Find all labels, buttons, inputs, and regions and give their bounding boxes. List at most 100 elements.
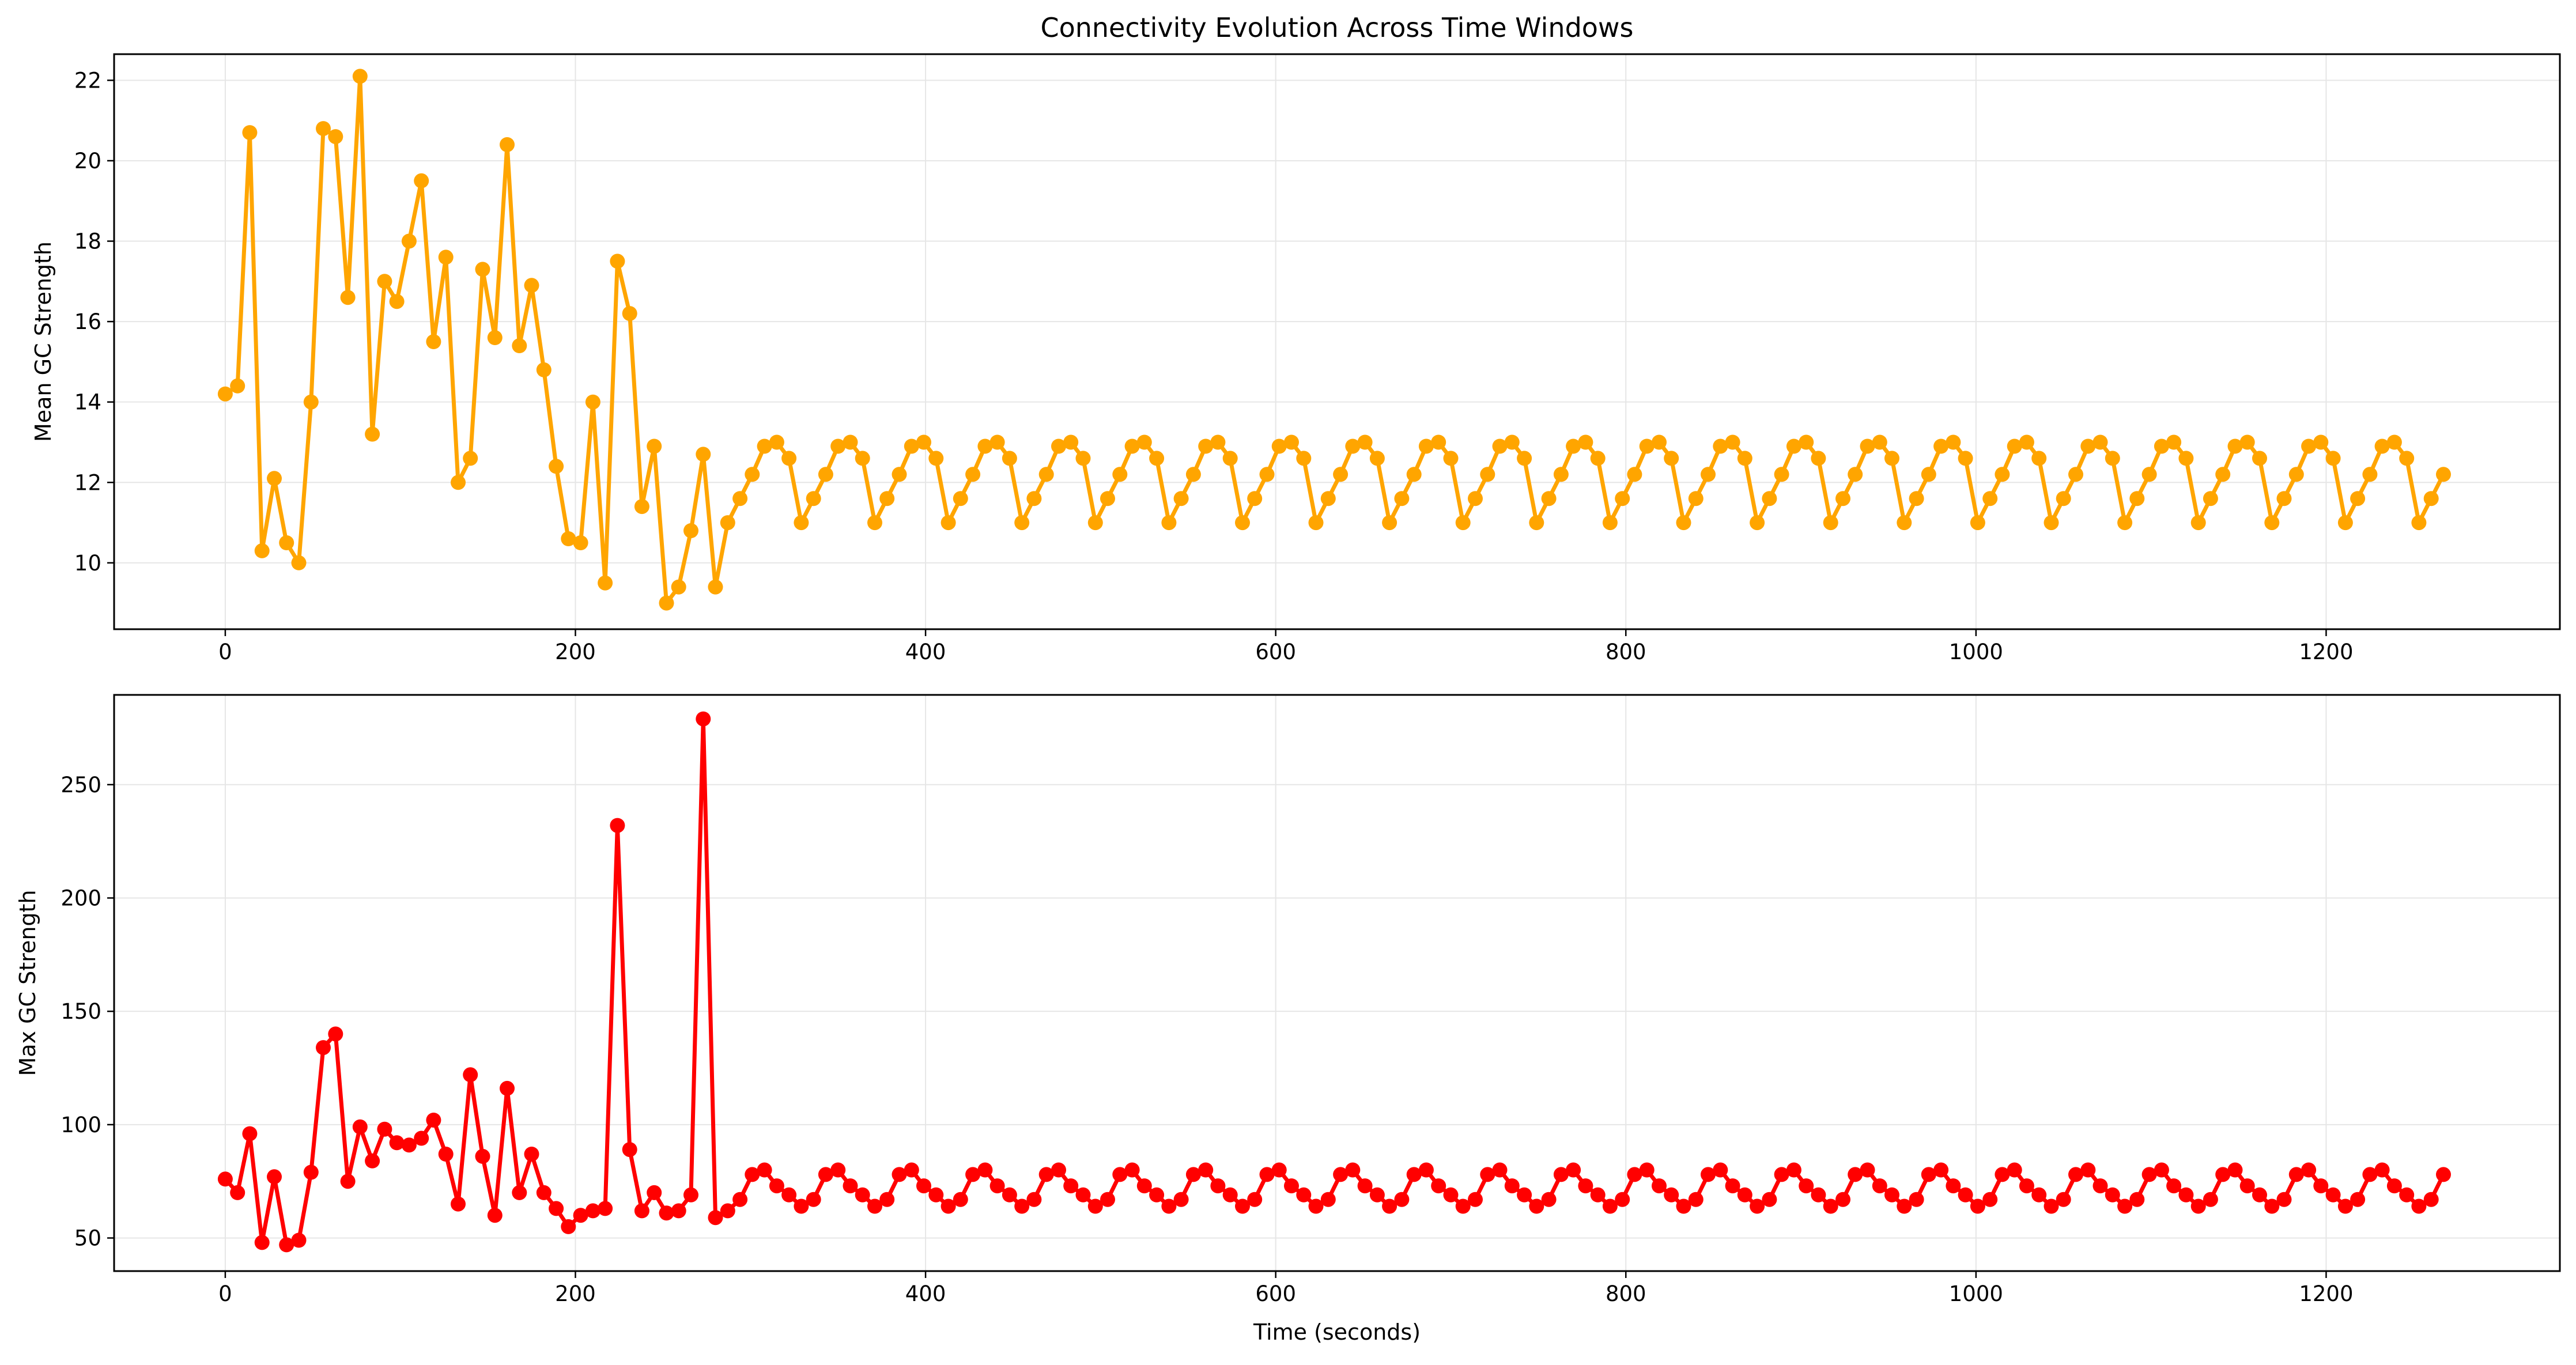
max-data-point [2044, 1198, 2059, 1214]
mean-data-point [1382, 515, 1397, 531]
mean-data-point [1271, 438, 1287, 454]
mean-data-point [573, 535, 588, 550]
mean-data-point [2350, 491, 2366, 506]
mean-y-tick-label: 14 [74, 390, 101, 415]
max-data-point [1799, 1178, 1814, 1194]
max-y-tick-label: 250 [61, 773, 101, 797]
max-data-point [683, 1187, 698, 1203]
mean-data-point [328, 129, 343, 145]
mean-data-point [1688, 491, 1704, 506]
max-data-point [1284, 1178, 1299, 1194]
max-data-point [1443, 1187, 1459, 1203]
mean-data-point [2068, 467, 2083, 482]
mean-data-point [598, 575, 613, 591]
mean-grid [114, 54, 2560, 629]
max-data-point [230, 1185, 245, 1200]
mean-data-point [2411, 515, 2427, 531]
max-data-point [389, 1135, 405, 1151]
max-data-point [1480, 1167, 1495, 1182]
mean-data-point [1247, 491, 1263, 506]
mean-data-point [2154, 438, 2169, 454]
mean-x-tick-label: 1000 [1949, 640, 2003, 664]
mean-data-point [1860, 438, 1875, 454]
mean-data-point [867, 515, 882, 531]
max-data-point [2386, 1178, 2402, 1194]
mean-data-point [1038, 467, 1054, 482]
max-data-point [1946, 1178, 1961, 1194]
max-data-point [1038, 1167, 1054, 1182]
max-y-axis-label: Max GC Strength [15, 890, 40, 1076]
mean-data-point [352, 69, 368, 84]
mean-data-point [2031, 451, 2047, 466]
mean-data-point [1701, 467, 1716, 482]
max-data-point [904, 1162, 919, 1178]
max-data-point [1492, 1162, 1508, 1178]
mean-data-point [1897, 515, 1912, 531]
mean-data-point [1333, 467, 1349, 482]
max-data-point [1529, 1198, 1544, 1214]
max-data-point [2178, 1187, 2194, 1203]
max-data-point [1713, 1162, 1728, 1178]
max-data-point [1701, 1167, 1716, 1182]
mean-data-point [1725, 434, 1740, 450]
max-data-point [2007, 1162, 2022, 1178]
max-data-point [1995, 1167, 2010, 1182]
max-data-point [561, 1219, 576, 1234]
mean-data-point [365, 426, 380, 442]
max-data-point [549, 1201, 564, 1216]
max-data-point [732, 1192, 748, 1207]
mean-data-point [1259, 467, 1275, 482]
max-data-point [303, 1164, 319, 1180]
mean-data-point [1492, 438, 1508, 454]
max-data-point [1897, 1198, 1912, 1214]
max-data-point [953, 1192, 968, 1207]
max-data-point [2117, 1198, 2133, 1214]
mean-data-point [1921, 467, 1936, 482]
mean-data-point [389, 294, 405, 309]
mean-data-point [2325, 451, 2341, 466]
max-data-point [1578, 1178, 1593, 1194]
mean-data-point [401, 233, 417, 249]
mean-data-point [2166, 434, 2182, 450]
mean-data-point [1100, 491, 1115, 506]
max-data-point [1051, 1162, 1066, 1178]
max-data-point [487, 1208, 503, 1223]
mean-data-point [1713, 438, 1728, 454]
max-data-point [1100, 1192, 1115, 1207]
max-data-point [940, 1198, 956, 1214]
mean-data-point [1786, 438, 1801, 454]
mean-data-point [1480, 467, 1495, 482]
max-data-point [2276, 1192, 2292, 1207]
max-data-point [1271, 1162, 1287, 1178]
mean-data-point [855, 451, 870, 466]
mean-data-point [1982, 491, 1998, 506]
mean-data-point [1602, 515, 1618, 531]
mean-data-point [1676, 515, 1691, 531]
max-data-point [1786, 1162, 1801, 1178]
max-data-point [1455, 1198, 1471, 1214]
max-data-point [463, 1067, 478, 1083]
max-data-point [1590, 1187, 1606, 1203]
mean-data-point [316, 121, 331, 137]
mean-data-point [1639, 438, 1655, 454]
max-data-point [291, 1232, 307, 1248]
max-data-point [622, 1142, 637, 1158]
mean-data-point [1149, 451, 1165, 466]
mean-data-point [1222, 451, 1238, 466]
max-data-point [2423, 1192, 2439, 1207]
mean-data-point [830, 438, 846, 454]
mean-data-point [622, 306, 637, 322]
mean-data-point [2215, 467, 2231, 482]
max-data-point [573, 1208, 588, 1223]
max-data-point [2362, 1167, 2378, 1182]
mean-axes-frame [113, 53, 2561, 630]
max-data-point [1345, 1162, 1361, 1178]
max-data-point [1774, 1167, 1789, 1182]
mean-data-point [794, 515, 809, 531]
max-data-point [1198, 1162, 1214, 1178]
mean-data-point [904, 438, 919, 454]
max-data-point [1958, 1187, 1973, 1203]
mean-data-point [487, 330, 503, 345]
max-data-point [1872, 1178, 1887, 1194]
mean-data-point [1664, 451, 1679, 466]
